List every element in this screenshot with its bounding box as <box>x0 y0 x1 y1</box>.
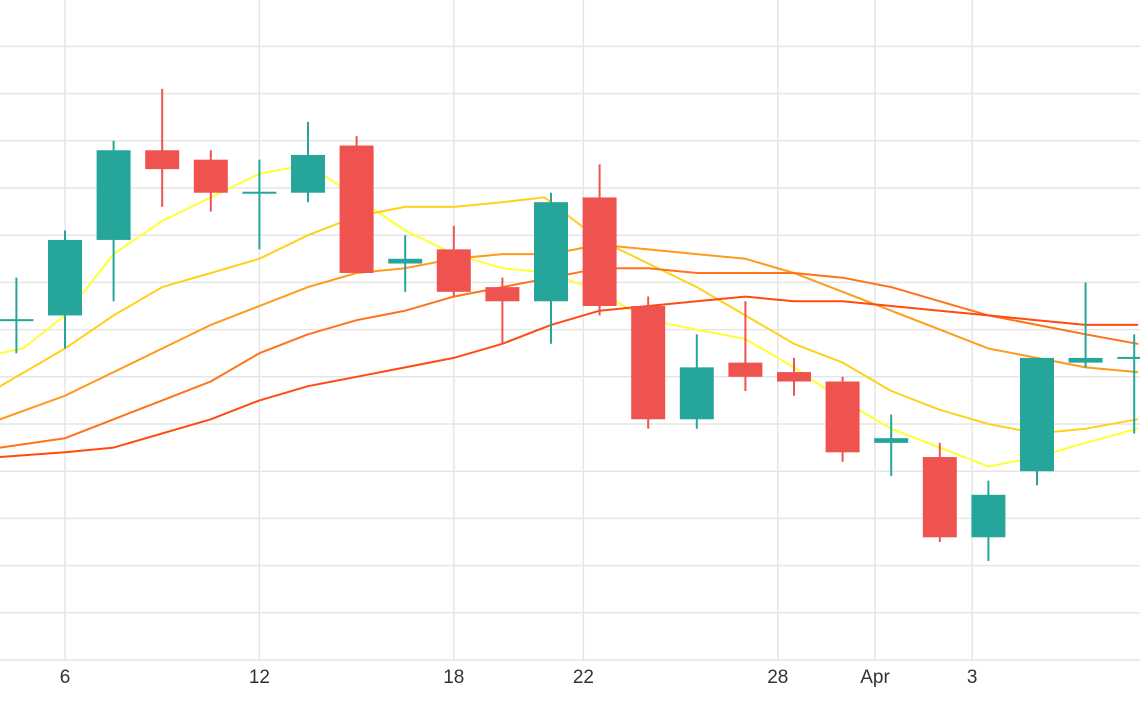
x-axis-ticks: 6 12 18 22 28 Apr 3 <box>60 667 978 688</box>
candle-body <box>679 367 714 420</box>
candle-body <box>534 202 568 302</box>
x-tick-label: 6 <box>60 667 71 688</box>
candle <box>485 277 520 344</box>
candle <box>534 192 568 344</box>
candle <box>242 159 277 250</box>
candle <box>825 376 860 462</box>
candle <box>1068 282 1103 368</box>
candle-body <box>96 150 131 240</box>
candle-body <box>145 150 180 170</box>
x-tick-label: 12 <box>249 667 270 688</box>
candle-body <box>0 319 34 322</box>
moving-average-line-2 <box>0 196 1139 435</box>
candle <box>679 334 714 429</box>
candle <box>1117 334 1140 434</box>
candle <box>291 121 325 203</box>
candle <box>777 357 811 396</box>
candle <box>971 480 1006 561</box>
candle-body <box>339 145 374 273</box>
moving-average-line-1 <box>0 163 1139 468</box>
candle <box>1020 357 1054 486</box>
candle-body <box>48 239 82 316</box>
x-tick-label: 3 <box>967 667 978 688</box>
x-tick-label: 22 <box>573 667 594 688</box>
candle-body <box>582 197 617 306</box>
x-tick-label: 18 <box>443 667 464 688</box>
candle-body <box>1020 357 1054 472</box>
candle <box>339 136 374 273</box>
candle <box>582 164 617 316</box>
candles <box>0 88 1140 561</box>
candle-body <box>436 249 471 292</box>
candle-body <box>291 154 325 193</box>
candle-body <box>388 258 423 264</box>
moving-averages <box>0 163 1139 468</box>
candle <box>436 225 471 297</box>
candle <box>388 235 423 292</box>
candle-body <box>193 159 228 193</box>
grid <box>0 0 1140 661</box>
candle-body <box>242 191 277 194</box>
candle-body <box>728 362 763 377</box>
candle <box>48 230 82 349</box>
candle-body <box>1068 357 1103 363</box>
candle <box>728 301 763 391</box>
candle-body <box>874 438 909 443</box>
moving-average-line-5 <box>0 295 1139 458</box>
x-tick-label: Apr <box>860 667 890 688</box>
x-tick-label: 28 <box>767 667 788 688</box>
candle-body <box>922 457 957 538</box>
candle <box>874 414 909 476</box>
candle-body <box>1117 356 1140 359</box>
candle <box>0 277 34 354</box>
moving-average-line-3 <box>0 243 1139 421</box>
candle <box>631 296 666 429</box>
candle-body <box>777 372 811 382</box>
candle-body <box>631 306 666 420</box>
candle <box>96 140 131 302</box>
candle-body <box>825 381 860 453</box>
candle-body <box>485 287 520 302</box>
moving-average-line-4 <box>0 267 1139 449</box>
candle <box>145 88 180 207</box>
candle-body <box>971 494 1006 538</box>
candle <box>922 442 957 542</box>
candle <box>193 150 228 212</box>
